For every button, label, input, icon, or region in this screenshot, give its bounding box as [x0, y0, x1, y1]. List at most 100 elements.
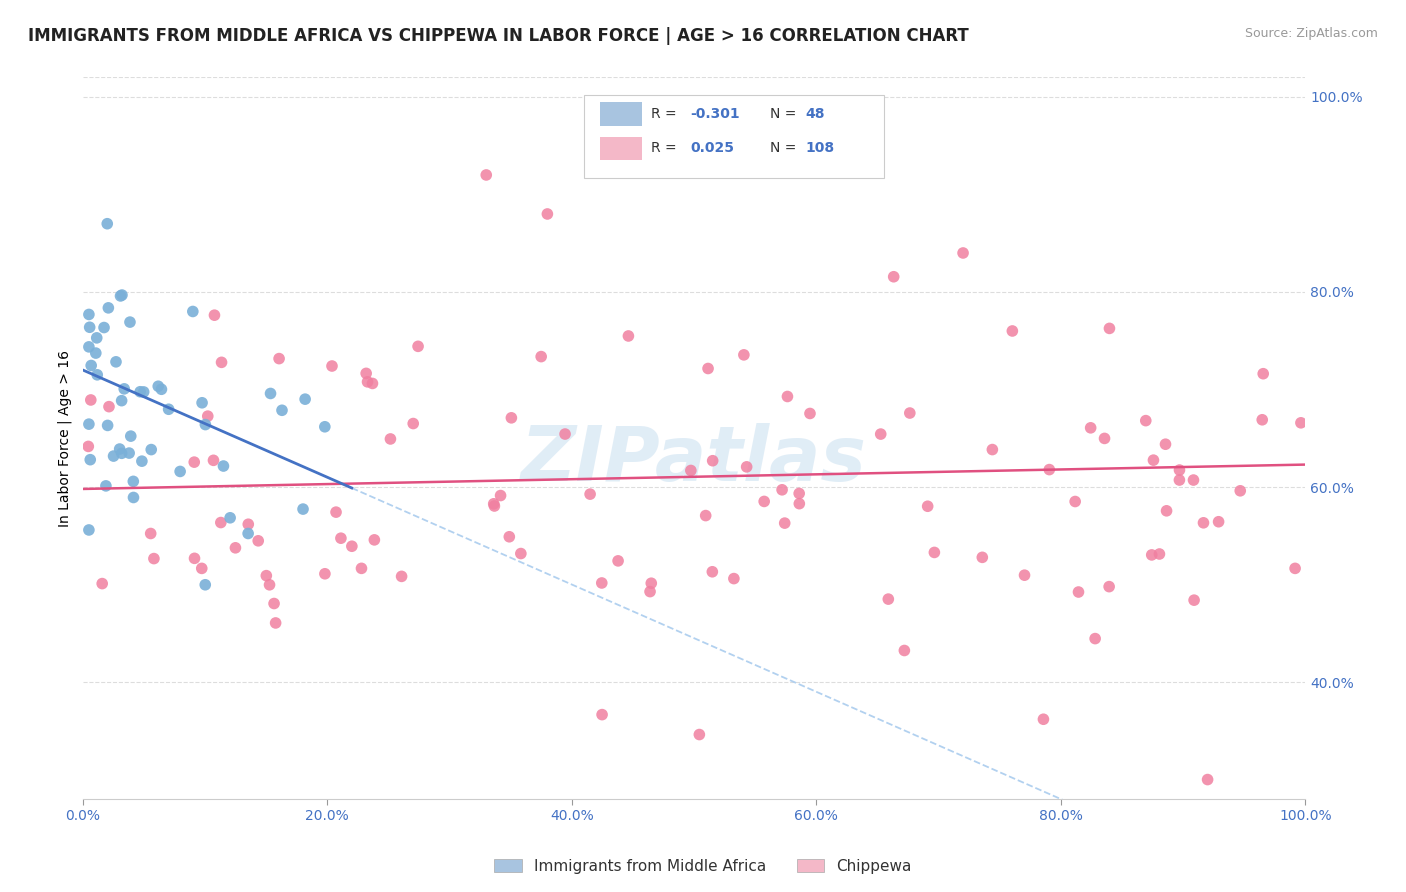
Point [1080, 421, 1102, 435]
Point [84, 346, 107, 360]
Point [501, 410, 523, 425]
Point [1014, 568, 1036, 582]
Point [86, 331, 108, 345]
Text: 0.025: 0.025 [690, 141, 734, 155]
Point [475, 168, 498, 182]
Point [898, 406, 921, 420]
Point [363, 533, 385, 547]
Point [236, 526, 259, 541]
Point [1168, 473, 1191, 487]
Point [129, 384, 152, 399]
FancyBboxPatch shape [600, 136, 641, 160]
Point [773, 516, 796, 530]
Point [402, 417, 425, 431]
Point [111, 288, 134, 302]
Point [406, 339, 429, 353]
Point [723, 572, 745, 586]
Point [202, 453, 225, 467]
Point [1135, 414, 1157, 428]
Point [183, 551, 205, 566]
Point [103, 449, 125, 463]
Point [733, 348, 755, 362]
Point [617, 329, 640, 343]
Point [972, 550, 994, 565]
Point [1251, 367, 1274, 381]
Point [702, 565, 724, 579]
Point [111, 446, 134, 460]
Point [118, 446, 141, 460]
Point [1098, 321, 1121, 335]
Point [141, 442, 163, 457]
Point [1289, 416, 1312, 430]
Point [191, 396, 214, 410]
Point [254, 568, 277, 582]
Point [157, 402, 180, 417]
Point [259, 578, 281, 592]
Point [111, 393, 134, 408]
Point [314, 566, 336, 581]
Text: R =: R = [651, 107, 682, 121]
Point [1084, 632, 1107, 646]
Point [1001, 324, 1024, 338]
Point [96, 217, 118, 231]
Point [77, 340, 100, 354]
Point [212, 458, 235, 473]
Point [122, 475, 145, 489]
Point [142, 551, 165, 566]
Point [498, 530, 520, 544]
Point [325, 505, 347, 519]
Point [271, 403, 294, 417]
Text: N =: N = [770, 141, 800, 155]
Point [104, 355, 127, 369]
Point [340, 539, 363, 553]
Point [591, 576, 613, 591]
Point [1251, 413, 1274, 427]
Point [94, 479, 117, 493]
Point [294, 392, 316, 406]
Point [1032, 712, 1054, 726]
Point [1140, 548, 1163, 562]
Point [579, 487, 602, 501]
FancyBboxPatch shape [600, 103, 641, 126]
Point [735, 459, 758, 474]
Point [482, 497, 505, 511]
Point [110, 289, 132, 303]
Point [787, 486, 810, 500]
Point [77, 523, 100, 537]
Point [204, 308, 226, 322]
Point [86, 368, 108, 382]
Point [91, 576, 114, 591]
Point [380, 432, 402, 446]
FancyBboxPatch shape [583, 95, 883, 178]
Point [1182, 593, 1205, 607]
Point [77, 308, 100, 322]
Point [1038, 462, 1060, 476]
Point [607, 554, 630, 568]
Point [211, 355, 233, 369]
Point [190, 561, 212, 575]
Point [150, 382, 173, 396]
Point [679, 463, 702, 477]
Point [361, 376, 384, 391]
Point [695, 508, 717, 523]
Point [877, 592, 900, 607]
Point [93, 320, 115, 334]
Point [321, 359, 343, 373]
Point [264, 615, 287, 630]
Point [1067, 585, 1090, 599]
Point [122, 491, 145, 505]
Point [1142, 453, 1164, 467]
Point [350, 561, 373, 575]
Point [530, 350, 553, 364]
Point [1284, 561, 1306, 575]
Point [776, 389, 799, 403]
Point [224, 541, 246, 555]
Point [917, 500, 939, 514]
Point [148, 379, 170, 393]
Point [247, 533, 270, 548]
Point [702, 454, 724, 468]
Point [893, 643, 915, 657]
Point [1192, 516, 1215, 530]
Point [118, 315, 141, 329]
Point [1197, 772, 1219, 787]
